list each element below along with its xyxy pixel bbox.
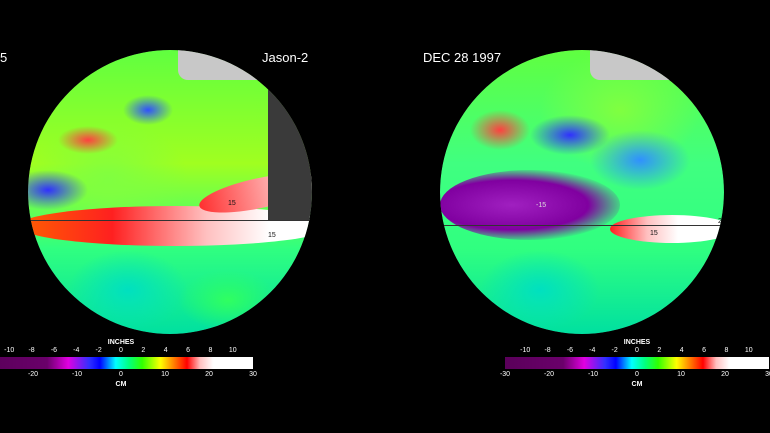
cm-tick-label: 20 <box>721 371 729 378</box>
cm-tick-label: -30 <box>499 371 511 378</box>
contour-label: 20 <box>718 218 724 225</box>
color-scale-bar <box>505 357 769 369</box>
inches-tick-label: 0 <box>635 347 639 354</box>
inches-tick-label: 4 <box>163 347 168 354</box>
cm-tick-label: 30 <box>249 371 257 378</box>
inches-label: INCHES <box>623 339 651 346</box>
north-america-land <box>590 50 724 80</box>
inches-tick-label: -10 <box>4 347 15 354</box>
cm-tick-label: 30 <box>765 371 770 378</box>
inches-tick-label: -8 <box>28 347 35 354</box>
inches-tick-label: -6 <box>50 347 58 354</box>
cm-tick-label: 0 <box>119 371 123 378</box>
inches-tick-label: 4 <box>679 347 684 354</box>
inches-tick-label: 0 <box>119 347 123 354</box>
warm-equatorial-band <box>610 215 724 243</box>
cm-tick-label: 0 <box>635 371 639 378</box>
right-globe-map: 15 20 -15 <box>440 50 724 334</box>
cm-tick-label: 10 <box>677 371 685 378</box>
cm-label: CM <box>115 381 127 388</box>
contour-label: 15 <box>650 230 658 237</box>
inches-tick-label: 8 <box>208 347 213 354</box>
inches-tick-label: -2 <box>95 347 102 354</box>
inches-tick-label: -10 <box>520 347 531 354</box>
inches-tick-label: 10 <box>744 347 753 354</box>
left-globe-map: 15 15 <box>28 50 312 334</box>
inches-tick-label: -6 <box>566 347 574 354</box>
contour-label: 15 <box>268 232 276 239</box>
inches-tick-label: 8 <box>724 347 729 354</box>
cm-tick-label: -20 <box>543 371 555 378</box>
equator-line <box>440 225 724 226</box>
inches-tick-label: -8 <box>544 347 551 354</box>
satellite-label: Jason-2 <box>262 50 309 65</box>
cm-tick-label: -10 <box>71 371 83 378</box>
north-america-land <box>178 50 312 80</box>
left-date-title: 5 <box>0 50 8 65</box>
inches-tick-label: 10 <box>228 347 237 354</box>
cm-tick-label: 10 <box>161 371 169 378</box>
contour-label: -15 <box>536 202 547 209</box>
warm-equatorial-band <box>28 206 312 246</box>
inches-tick-label: 2 <box>141 347 146 354</box>
cm-tick-label: -10 <box>587 371 599 378</box>
color-scale-bar <box>0 357 253 369</box>
cm-label: CM <box>631 381 643 388</box>
inches-label: INCHES <box>107 339 135 346</box>
right-date-title: DEC 28 1997 <box>423 50 502 65</box>
inches-tick-label: 6 <box>186 347 190 354</box>
west-coast-land <box>268 80 312 220</box>
cool-equatorial-band <box>440 170 620 240</box>
inches-tick-label: -4 <box>589 347 596 354</box>
inches-tick-label: -4 <box>73 347 80 354</box>
inches-tick-label: 2 <box>657 347 662 354</box>
cm-tick-label: -20 <box>27 371 39 378</box>
contour-label: 15 <box>228 200 236 207</box>
equator-line <box>28 220 312 221</box>
cm-tick-label: 20 <box>205 371 213 378</box>
inches-tick-label: 6 <box>702 347 706 354</box>
inches-tick-label: -2 <box>611 347 618 354</box>
